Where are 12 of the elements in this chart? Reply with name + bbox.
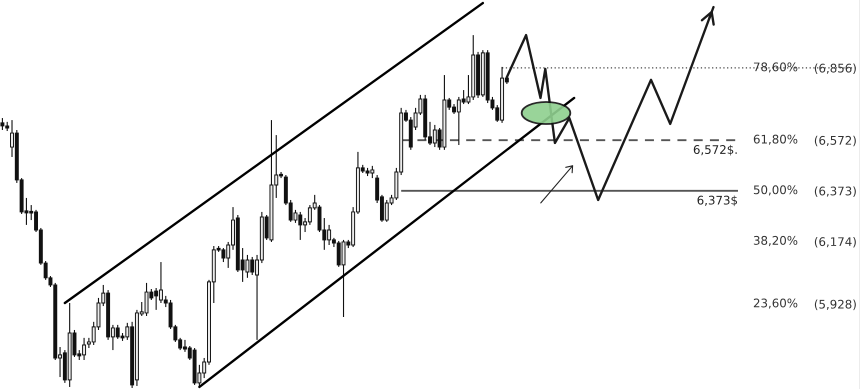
ref-line-label: 6,373$ — [698, 195, 738, 206]
annotation: 78,60% — [754, 62, 798, 73]
y-tick-label: (6,373) — [814, 186, 856, 197]
y-tick-label: (5,928) — [814, 300, 856, 310]
y-tick-label: (6,572) — [814, 136, 856, 146]
ref-line-label: 6,572$. — [694, 144, 737, 156]
annotation: 23,60% — [754, 298, 798, 309]
annotation: 61,80% — [754, 134, 798, 145]
y-tick-label: (6,856) — [814, 63, 856, 74]
y-tick-label: (6,174) — [814, 236, 856, 248]
annotation: 38,20% — [754, 236, 798, 246]
annotation: 50,00% — [754, 185, 798, 196]
